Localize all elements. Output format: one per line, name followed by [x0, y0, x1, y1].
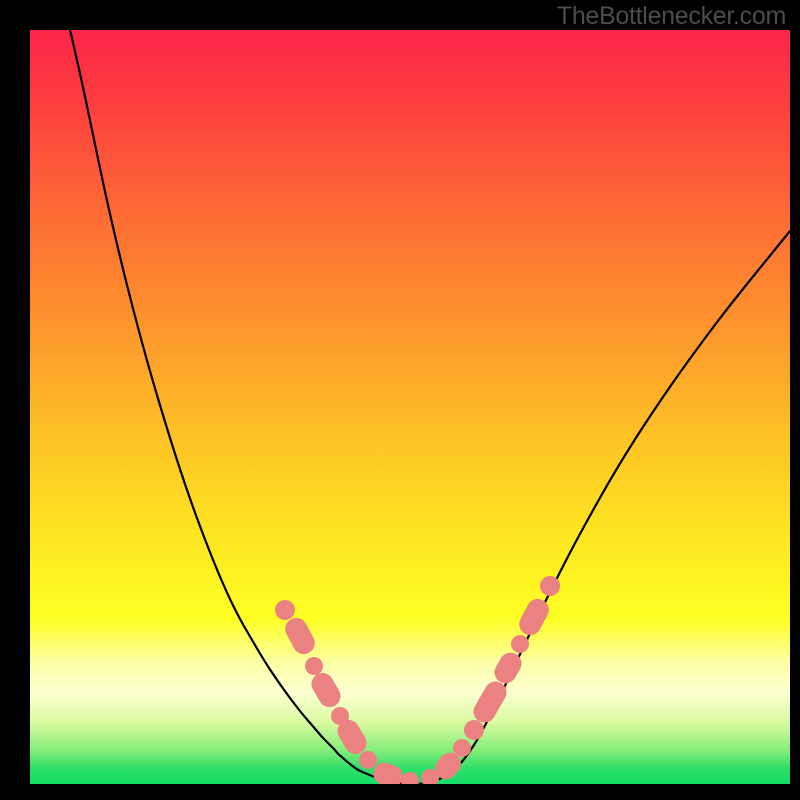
gradient-background [30, 30, 790, 784]
chart-container: TheBottlenecker.com [0, 0, 800, 800]
watermark-text: TheBottlenecker.com [557, 2, 786, 31]
chart-svg [0, 0, 800, 800]
plot-area [30, 30, 790, 791]
